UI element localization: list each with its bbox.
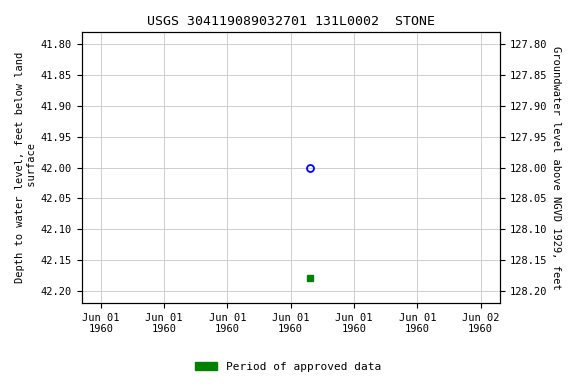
Title: USGS 304119089032701 131L0002  STONE: USGS 304119089032701 131L0002 STONE (147, 15, 435, 28)
Y-axis label: Depth to water level, feet below land
 surface: Depth to water level, feet below land su… (15, 52, 37, 283)
Y-axis label: Groundwater level above NGVD 1929, feet: Groundwater level above NGVD 1929, feet (551, 46, 561, 290)
Legend: Period of approved data: Period of approved data (191, 358, 385, 377)
